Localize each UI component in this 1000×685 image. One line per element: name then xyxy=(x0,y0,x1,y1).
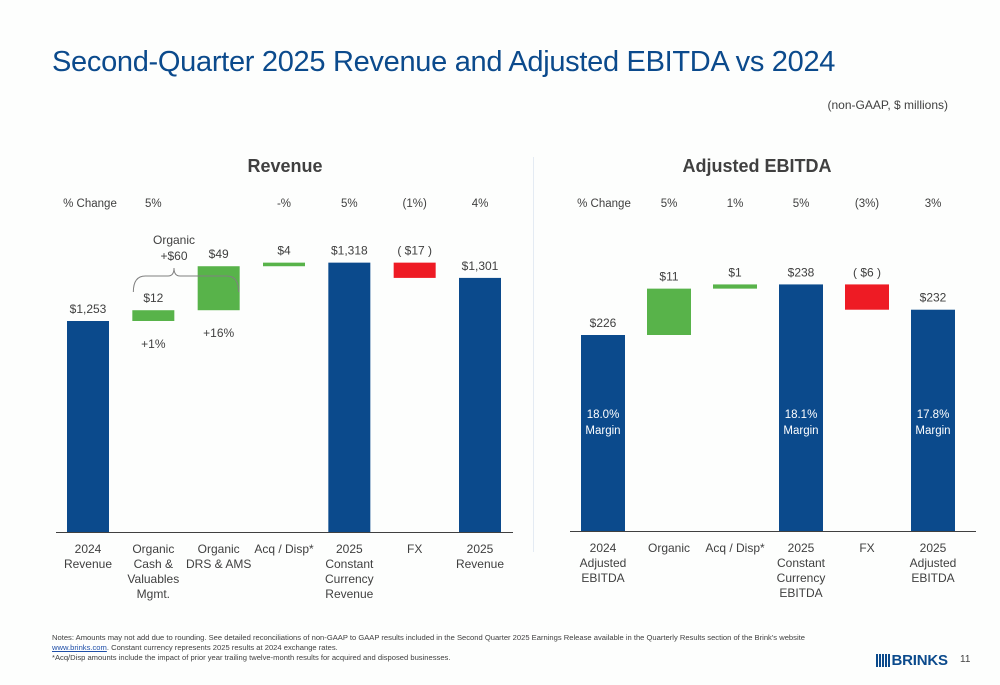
category-label: Acq / Disp* xyxy=(254,542,314,556)
notes-text: Notes: Amounts may not add due to roundi… xyxy=(52,633,805,642)
category-label: Cash & xyxy=(134,557,173,571)
category-label: Organic xyxy=(648,541,690,555)
bar-pct-label: +16% xyxy=(203,326,234,340)
category-label: Mgmt. xyxy=(137,587,170,601)
category-label: Revenue xyxy=(64,557,112,571)
pct-change-value: 5% xyxy=(661,198,678,210)
total-bar xyxy=(911,309,955,531)
bar-pct-label: +1% xyxy=(141,337,166,351)
bar-value-label: ( $6 ) xyxy=(853,265,881,279)
pct-change-value: 4% xyxy=(472,198,489,210)
notes-text-2: . Constant currency represents 2025 resu… xyxy=(106,642,338,652)
category-label: FX xyxy=(859,541,874,555)
category-label: 2024 xyxy=(75,542,102,556)
margin-label: Margin xyxy=(783,425,818,437)
organic-bracket-label: +$60 xyxy=(160,249,187,263)
bar-value-label: $238 xyxy=(788,265,815,279)
category-label: 2025 xyxy=(920,541,947,555)
category-label: 2025 xyxy=(788,541,815,555)
pct-change-value: 1% xyxy=(727,198,744,210)
pct-change-value: -% xyxy=(277,198,291,210)
margin-label: Margin xyxy=(585,425,620,437)
pct-change-value: (1%) xyxy=(403,198,427,210)
chart-title: Adjusted EBITDA xyxy=(682,156,831,176)
pct-change-value: 5% xyxy=(145,198,162,210)
bar-value-label: $1 xyxy=(728,265,742,279)
category-label: Valuables xyxy=(127,572,179,586)
pct-change-value: 5% xyxy=(793,198,810,210)
bar-value-label: $1,253 xyxy=(70,302,107,316)
bar-value-label: $11 xyxy=(659,270,678,284)
margin-label: 18.0% xyxy=(587,409,620,421)
bar-value-label: $12 xyxy=(143,291,163,305)
bar-value-label: $49 xyxy=(209,247,229,261)
logo-stripes-icon xyxy=(876,654,890,667)
bar-value-label: $226 xyxy=(590,316,617,330)
category-label: Constant xyxy=(777,556,826,570)
category-label: Constant xyxy=(325,557,374,571)
brinks-website-link[interactable]: www.brinks.com xyxy=(52,642,107,652)
increase-bar xyxy=(132,310,175,321)
category-label: 2025 xyxy=(467,542,494,556)
category-label: Organic xyxy=(132,542,174,556)
bar-value-label: $1,318 xyxy=(331,244,368,258)
category-label: Revenue xyxy=(325,587,373,601)
revenue-chart: Revenue% Change 5% -% 5% (1%) 4%$1,2532024Rev… xyxy=(56,156,513,601)
pct-change-value: 3% xyxy=(925,198,942,210)
pct-change-label: % Change xyxy=(63,198,117,210)
category-label: Currency xyxy=(325,572,374,586)
page-title: Second-Quarter 2025 Revenue and Adjusted… xyxy=(52,46,836,78)
category-label: Acq / Disp* xyxy=(705,541,765,555)
bar-value-label: $4 xyxy=(277,244,291,258)
total-bar xyxy=(581,335,625,531)
pct-change-value: (3%) xyxy=(855,198,879,210)
category-label: Adjusted xyxy=(910,556,957,570)
unit-note: (non-GAAP, $ millions) xyxy=(827,98,949,112)
total-bar xyxy=(459,277,501,532)
footer-notes: Notes: Amounts may not add due to roundi… xyxy=(52,633,812,663)
bar-value-label: ( $17 ) xyxy=(397,244,432,258)
increase-bar xyxy=(713,284,757,289)
logo-wordmark: BRINKS xyxy=(891,652,949,669)
category-label: 2024 xyxy=(590,541,617,555)
total-bar xyxy=(779,284,823,531)
margin-label: 17.8% xyxy=(917,409,950,421)
category-label: Revenue xyxy=(456,557,504,571)
panel-divider xyxy=(533,157,534,552)
category-label: EBITDA xyxy=(581,571,624,585)
increase-bar xyxy=(647,288,691,335)
total-bar xyxy=(67,321,109,532)
pct-change-value: 5% xyxy=(341,198,358,210)
bar-value-label: $1,301 xyxy=(462,259,499,273)
category-label: DRS & AMS xyxy=(186,557,251,571)
pct-change-label: % Change xyxy=(577,198,631,210)
category-label: FX xyxy=(407,542,422,556)
brinks-logo: BRINKS xyxy=(876,652,948,669)
category-label: Adjusted xyxy=(580,556,627,570)
bar-value-label: $232 xyxy=(920,291,947,305)
chart-title: Revenue xyxy=(247,156,322,176)
ebitda-chart: Adjusted EBITDA % Change 5% 1% 5% (3%) 3% $226 1… xyxy=(570,156,976,600)
decrease-bar xyxy=(845,284,889,310)
organic-bracket xyxy=(132,267,240,293)
category-label: Currency xyxy=(777,571,826,585)
category-label: Organic xyxy=(198,542,240,556)
category-label: 2025 xyxy=(336,542,363,556)
margin-label: Margin xyxy=(915,425,950,437)
acq-disp-footnote: *Acq/Disp amounts include the impact of … xyxy=(52,653,451,663)
category-label: EBITDA xyxy=(911,571,954,585)
organic-bracket-label: Organic xyxy=(153,233,195,247)
decrease-bar xyxy=(393,262,436,278)
margin-label: 18.1% xyxy=(785,409,818,421)
increase-bar xyxy=(263,262,305,267)
increase-bar xyxy=(197,266,240,311)
total-bar xyxy=(328,262,371,532)
category-label: EBITDA xyxy=(779,586,822,600)
page-number: 11 xyxy=(960,654,971,665)
